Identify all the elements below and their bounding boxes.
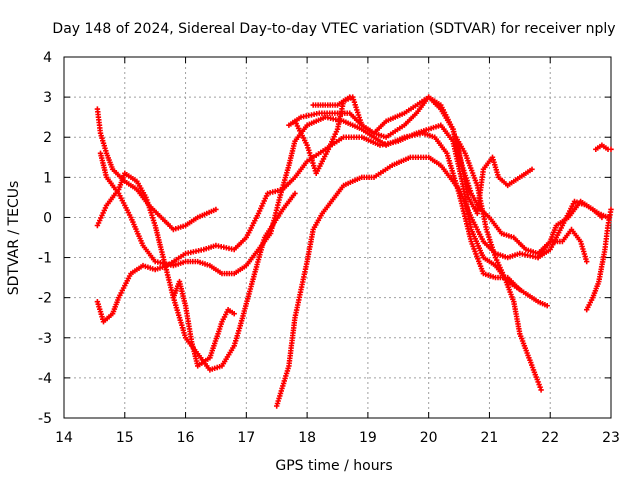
x-tick-label: 22 [541,430,559,446]
series-markers [453,134,544,393]
grid [64,57,611,418]
series-track-f [286,94,590,265]
series-track-a [94,106,219,233]
y-tick-label: 1 [43,170,52,186]
x-tick-label: 20 [420,430,438,446]
series-markers [584,206,614,313]
axis-ticks [63,56,612,419]
x-axis-label: GPS time / hours [275,458,392,474]
series-track-d [97,114,523,293]
series-markers [94,122,550,325]
series-track-i [310,94,353,108]
data-series [94,94,614,409]
x-tick-label: 23 [602,430,620,446]
series-track-j [453,134,544,393]
series-markers [170,278,237,369]
series-markers [94,106,219,233]
y-tick-label: 3 [43,90,52,106]
x-tick-labels: 14 15 16 17 18 19 20 21 22 23 [55,430,620,446]
series-markers [535,198,605,261]
y-tick-label: 4 [43,50,52,66]
series-track-m [535,198,605,261]
series-track-c [94,122,550,325]
series-markers [593,142,614,152]
y-tick-label: 2 [43,130,52,146]
x-tick-label: 16 [177,430,195,446]
series-markers [310,94,353,108]
y-axis-label: SDTVAR / TECUs [6,181,22,296]
x-tick-label: 18 [298,430,316,446]
x-tick-label: 17 [237,430,255,446]
x-tick-label: 15 [116,430,134,446]
series-markers [286,94,590,265]
x-tick-label: 14 [55,430,73,446]
series-markers [97,114,523,293]
x-tick-label: 19 [359,430,377,446]
y-tick-label: -4 [38,371,52,387]
y-tick-label: -2 [38,291,52,307]
y-tick-label: -1 [38,251,52,267]
series-markers [274,154,611,409]
plot-frame [63,56,612,419]
x-tick-label: 21 [481,430,499,446]
series-track-l [593,142,614,152]
y-tick-label: 0 [43,210,52,226]
y-tick-labels: -5 -4 -3 -2 -1 0 1 2 3 4 [38,50,52,427]
y-tick-label: -5 [38,411,52,427]
chart-title: Day 148 of 2024, Sidereal Day-to-day VTE… [52,21,615,37]
series-track-e [274,154,611,409]
y-tick-label: -3 [38,331,52,347]
series-track-h [170,278,237,369]
series-track-k [584,206,614,313]
